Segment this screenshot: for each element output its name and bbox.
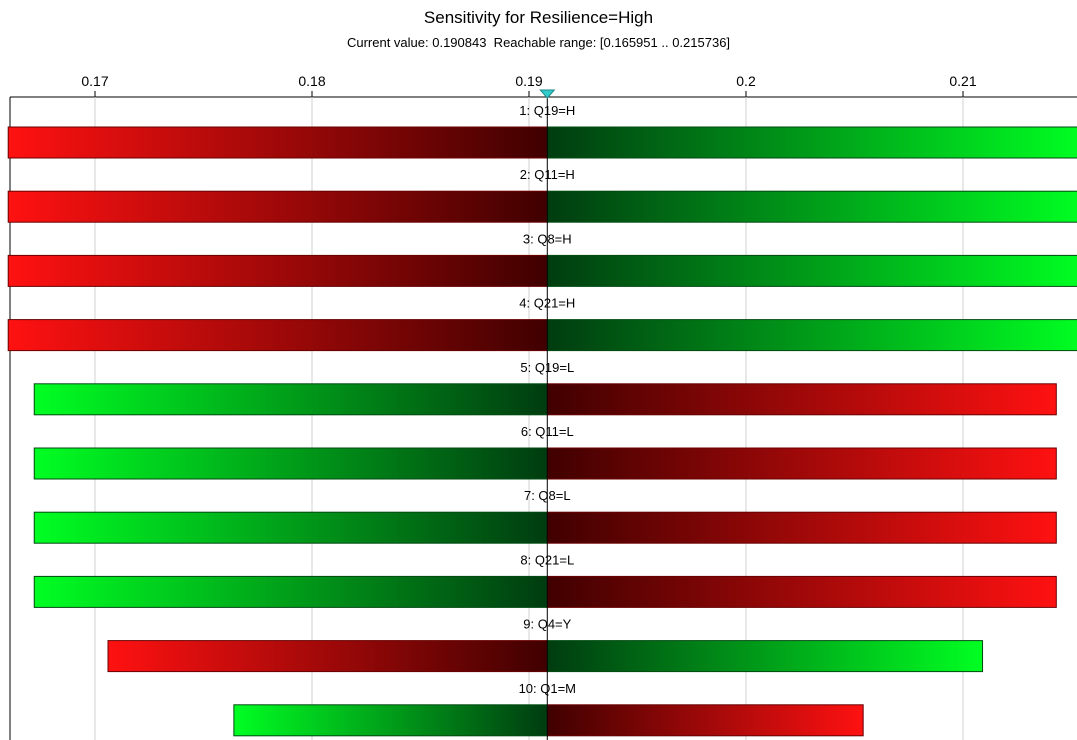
x-tick-label: 0.21 bbox=[949, 73, 976, 89]
bar-low-segment bbox=[7, 190, 548, 223]
bar-row: 6: Q11=L bbox=[33, 424, 1057, 480]
bar-low-segment bbox=[107, 640, 548, 673]
x-tick-label: 0.18 bbox=[298, 73, 325, 89]
chart-title: Sensitivity for Resilience=High bbox=[423, 8, 654, 27]
bar-low-segment bbox=[7, 254, 548, 287]
bar-row: 4: Q21=H bbox=[7, 296, 1077, 352]
bar-low-segment bbox=[233, 704, 548, 737]
bar-low-segment bbox=[7, 126, 548, 159]
bar-row: 8: Q21=L bbox=[33, 552, 1057, 608]
chart-subtitle: Current value: 0.190843 Reachable range:… bbox=[346, 35, 731, 50]
bar-high-segment bbox=[546, 383, 1057, 416]
bar-high-segment bbox=[546, 254, 1077, 287]
bar-row: 7: Q8=L bbox=[33, 488, 1057, 544]
bar-low-segment bbox=[33, 447, 548, 480]
current-value-marker-group bbox=[539, 89, 556, 740]
bars: 1: Q19=H 2: Q11=H 3: Q8=H 4: Q21=H 5: Q19=L 6… bbox=[7, 103, 1077, 737]
bar-low-segment bbox=[33, 575, 548, 608]
bar-high-segment bbox=[546, 319, 1077, 352]
bar-low-segment bbox=[33, 511, 548, 544]
bar-high-segment bbox=[546, 704, 864, 737]
x-tick-label: 0.19 bbox=[515, 73, 542, 89]
bar-row: 2: Q11=H bbox=[7, 167, 1077, 223]
bar-low-segment bbox=[7, 319, 548, 352]
bar-high-segment bbox=[546, 511, 1057, 544]
bar-row: 9: Q4=Y bbox=[107, 617, 984, 673]
bar-low-segment bbox=[33, 383, 548, 416]
bar-high-segment bbox=[546, 575, 1057, 608]
bar-row: 3: Q8=H bbox=[7, 231, 1077, 287]
x-axis-ticks: 0.17 0.18 0.19 0.2 0.21 bbox=[81, 73, 977, 97]
bar-row: 10: Q1=M bbox=[233, 681, 864, 737]
bar-high-segment bbox=[546, 190, 1077, 223]
current-value-marker bbox=[539, 89, 556, 99]
x-tick-label: 0.2 bbox=[736, 73, 756, 89]
bar-high-segment bbox=[546, 447, 1057, 480]
x-tick-label: 0.17 bbox=[81, 73, 108, 89]
bar-high-segment bbox=[546, 126, 1077, 159]
bar-high-segment bbox=[546, 640, 984, 673]
bar-row: 5: Q19=L bbox=[33, 360, 1057, 416]
bar-row: 1: Q19=H bbox=[7, 103, 1077, 159]
